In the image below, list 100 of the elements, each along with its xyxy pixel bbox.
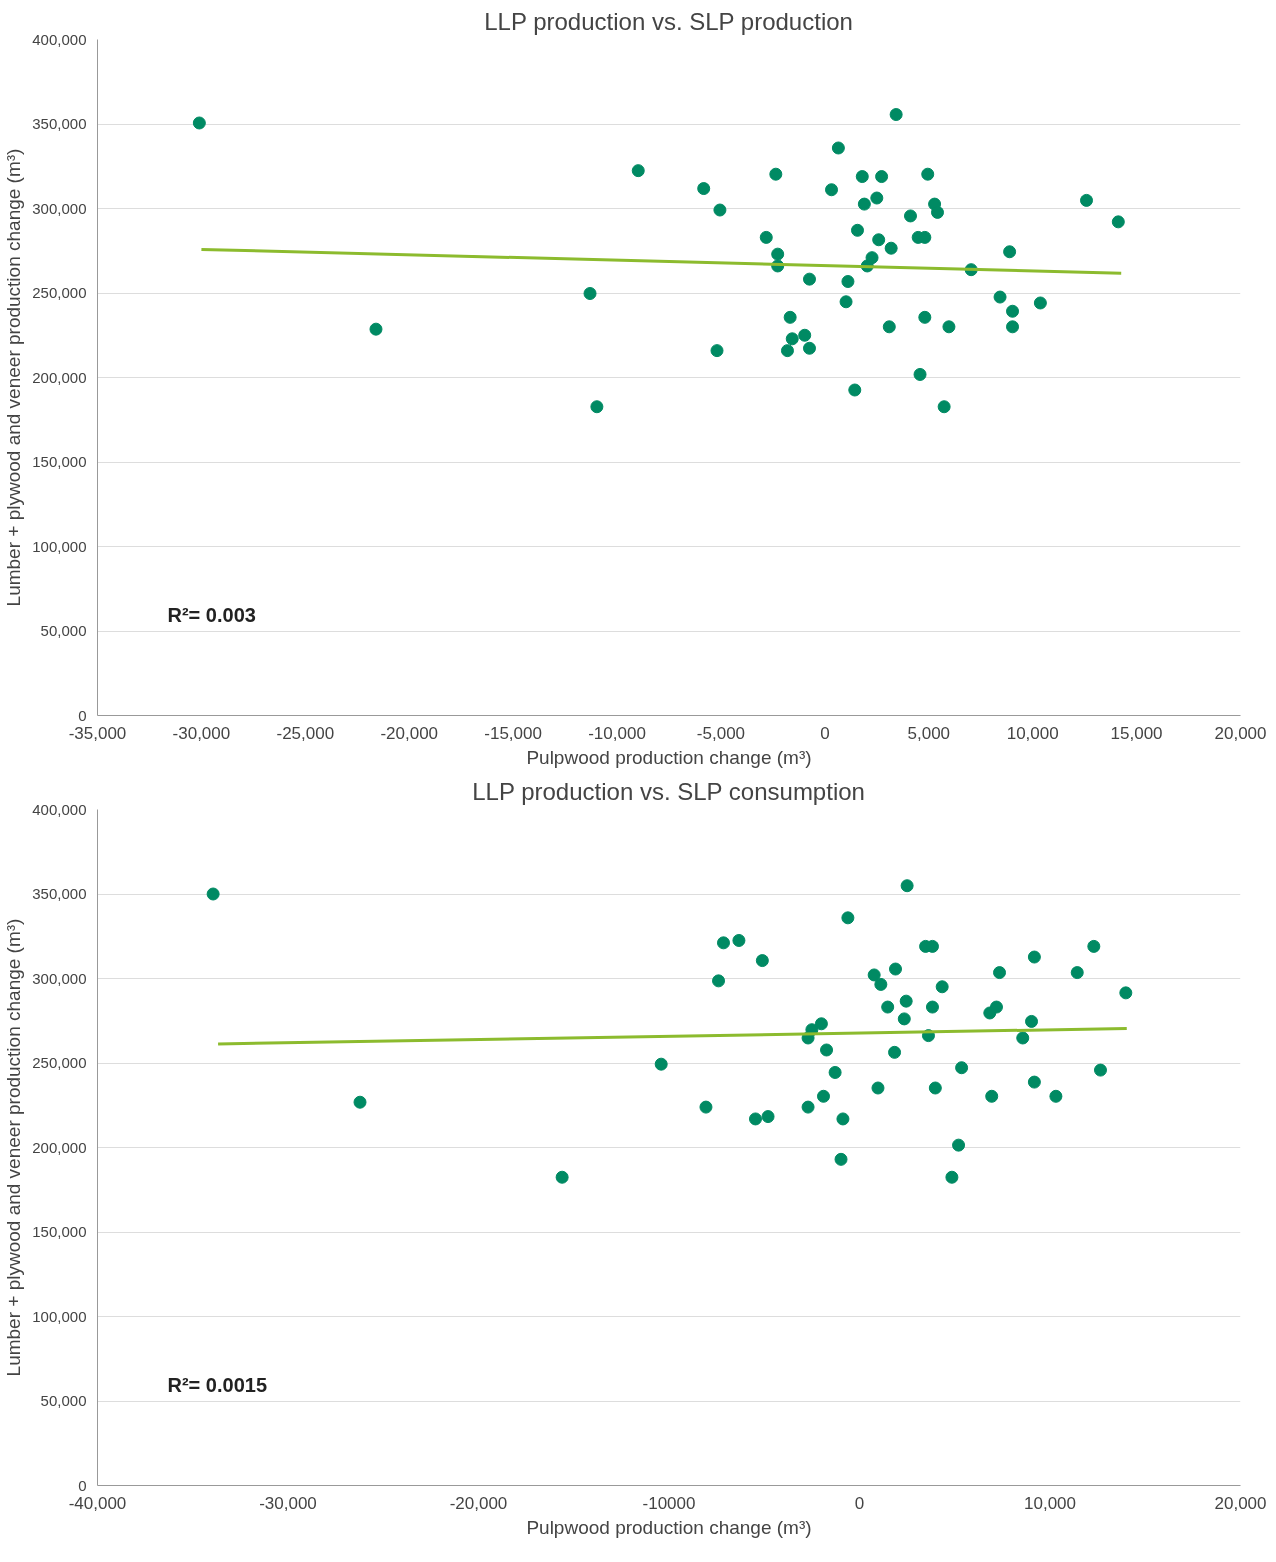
y-tick-label: 100,000 xyxy=(32,1307,87,1325)
y-tick-label: 350,000 xyxy=(32,115,87,132)
point xyxy=(882,320,896,334)
x-tick-label: -15,000 xyxy=(484,723,542,743)
x-tick-label: -20,000 xyxy=(380,723,439,743)
point xyxy=(583,287,597,300)
point xyxy=(780,344,794,358)
point xyxy=(710,344,724,358)
point xyxy=(802,272,816,286)
x-tick-label: -35,000 xyxy=(68,723,127,743)
point xyxy=(1025,1014,1039,1028)
y-tick-label: 400,000 xyxy=(32,30,87,48)
point xyxy=(897,1012,911,1026)
point xyxy=(931,205,944,219)
point xyxy=(884,241,898,255)
point xyxy=(834,1152,848,1166)
point xyxy=(1080,193,1094,207)
point xyxy=(1119,986,1133,1000)
point xyxy=(716,936,730,950)
point xyxy=(1070,966,1084,980)
point xyxy=(872,233,886,247)
point xyxy=(1111,215,1125,229)
point xyxy=(899,994,913,1008)
point xyxy=(654,1057,668,1071)
point xyxy=(952,1138,966,1152)
point xyxy=(802,341,816,355)
point xyxy=(206,887,220,901)
y-tick-label: 400,000 xyxy=(32,800,87,818)
x-tick-label: 0 xyxy=(854,1493,865,1513)
point xyxy=(928,1081,942,1095)
y-tick-label: 0 xyxy=(78,1476,87,1494)
x-axis-title: Pulpwood production change (m³) xyxy=(526,746,812,768)
point xyxy=(925,1000,939,1014)
point xyxy=(850,223,864,237)
y-tick-label: 250,000 xyxy=(32,284,87,301)
point xyxy=(857,197,871,211)
point xyxy=(769,167,783,181)
x-tick-label: -40,000 xyxy=(68,1493,127,1513)
y-tick-label: 250,000 xyxy=(32,1054,87,1071)
point xyxy=(817,1089,830,1103)
point xyxy=(748,1112,762,1126)
y-axis-title: Lumber + plywood and veneer production change (m³) xyxy=(3,918,25,1377)
y-tick-label: 300,000 xyxy=(32,969,87,987)
annotation: R²= 0.003 xyxy=(167,603,256,626)
x-tick-label: -10000 xyxy=(642,1493,696,1513)
point xyxy=(1033,296,1047,310)
point xyxy=(820,1043,834,1057)
point xyxy=(1006,320,1020,334)
point xyxy=(761,1110,775,1124)
y-tick-label: 100,000 xyxy=(32,537,87,555)
point xyxy=(831,141,845,155)
x-tick-label: -10,000 xyxy=(588,723,646,743)
point xyxy=(1027,1075,1041,1089)
point xyxy=(993,966,1007,980)
point xyxy=(814,1017,828,1031)
point xyxy=(1087,939,1101,953)
point xyxy=(631,164,645,178)
point xyxy=(836,1112,850,1126)
point xyxy=(937,400,951,414)
y-tick-label: 50,000 xyxy=(40,1392,87,1409)
point xyxy=(759,230,773,244)
point xyxy=(875,170,889,184)
y-tick-label: 200,000 xyxy=(32,1138,87,1156)
point xyxy=(993,290,1007,304)
point xyxy=(935,980,949,994)
point xyxy=(921,167,935,181)
point xyxy=(889,962,902,976)
point xyxy=(848,383,862,397)
point xyxy=(867,968,881,982)
point xyxy=(828,1065,842,1079)
point xyxy=(1049,1089,1063,1103)
point xyxy=(699,1100,713,1114)
point xyxy=(839,295,853,309)
point xyxy=(841,275,855,288)
y-tick-label: 300,000 xyxy=(32,199,87,217)
x-tick-label: -20,000 xyxy=(449,1493,508,1513)
annotation: R²= 0.0015 xyxy=(167,1373,268,1396)
x-tick-label: -30,000 xyxy=(259,1493,317,1513)
x-tick-label: 0 xyxy=(820,723,830,743)
point xyxy=(712,974,726,988)
point xyxy=(955,1061,969,1075)
point xyxy=(785,332,799,346)
point xyxy=(798,328,812,342)
y-tick-label: 150,000 xyxy=(32,1223,87,1240)
point xyxy=(881,1000,895,1014)
point xyxy=(713,203,727,217)
y-tick-label: 50,000 xyxy=(40,622,87,639)
y-axis-title: Lumber + plywood and veneer production change (m³) xyxy=(3,148,25,607)
point xyxy=(942,320,956,334)
point xyxy=(353,1095,367,1109)
point xyxy=(889,108,903,122)
x-tick-label: 20,000 xyxy=(1214,1493,1267,1513)
point xyxy=(1003,245,1017,259)
point xyxy=(865,251,879,265)
y-tick-label: 0 xyxy=(78,706,87,724)
point xyxy=(1006,304,1020,318)
point xyxy=(903,209,917,223)
point xyxy=(192,116,206,130)
point xyxy=(755,954,769,968)
point xyxy=(1093,1063,1107,1077)
